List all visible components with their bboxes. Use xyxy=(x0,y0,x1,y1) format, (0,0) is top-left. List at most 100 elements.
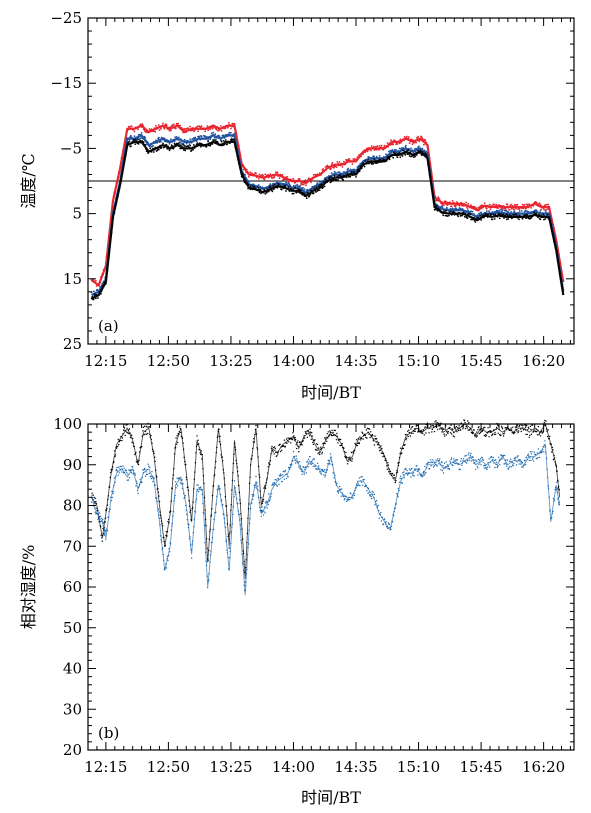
data-point xyxy=(428,173,431,176)
data-point xyxy=(369,147,372,150)
data-point xyxy=(227,534,230,536)
data-point xyxy=(415,468,417,470)
data-point xyxy=(521,424,523,426)
data-point xyxy=(107,259,109,262)
data-point xyxy=(152,476,155,479)
data-point xyxy=(132,442,134,444)
data-point xyxy=(146,150,149,153)
data-point xyxy=(189,536,191,538)
data-point xyxy=(505,463,507,465)
data-point xyxy=(498,212,500,215)
data-point xyxy=(540,208,542,211)
data-point xyxy=(535,454,537,456)
data-point xyxy=(146,469,148,471)
data-point xyxy=(524,463,527,466)
data-point xyxy=(174,446,177,448)
data-point xyxy=(265,191,268,194)
data-point xyxy=(548,217,551,220)
data-point xyxy=(304,431,306,433)
data-point xyxy=(403,477,406,479)
data-point xyxy=(460,460,462,462)
data-point xyxy=(516,461,518,463)
data-point xyxy=(192,501,194,503)
data-point xyxy=(516,456,519,458)
data-point xyxy=(311,432,313,434)
y-tick-label: 70 xyxy=(63,537,82,555)
data-point xyxy=(105,529,108,531)
x-tick-label: 15:45 xyxy=(459,352,502,370)
data-point xyxy=(193,147,196,150)
data-point xyxy=(451,200,454,202)
data-point xyxy=(353,492,355,494)
data-point xyxy=(494,433,497,435)
data-point xyxy=(147,131,150,134)
data-point xyxy=(285,473,287,476)
data-point xyxy=(292,189,294,192)
data-point xyxy=(232,135,235,138)
data-point xyxy=(229,134,232,137)
data-point xyxy=(199,488,201,490)
data-point xyxy=(200,453,202,456)
data-point xyxy=(155,469,157,471)
data-point xyxy=(531,458,534,460)
data-point xyxy=(414,150,417,153)
data-point xyxy=(194,511,197,513)
data-point xyxy=(323,447,325,449)
data-point xyxy=(494,466,496,469)
data-point xyxy=(204,518,207,521)
data-point xyxy=(426,151,429,154)
data-point xyxy=(523,204,526,206)
data-point xyxy=(324,442,326,445)
data-point xyxy=(538,452,540,455)
data-point xyxy=(209,138,212,141)
data-point xyxy=(130,434,133,436)
data-point xyxy=(400,475,402,477)
data-point xyxy=(502,456,504,458)
data-point xyxy=(331,161,334,164)
data-point xyxy=(162,547,164,549)
data-point xyxy=(186,478,188,481)
data-point xyxy=(385,459,387,462)
data-point xyxy=(178,433,180,436)
data-point xyxy=(227,535,229,538)
data-point xyxy=(217,430,220,432)
data-point xyxy=(418,469,421,471)
data-point xyxy=(551,451,553,453)
data-point xyxy=(385,458,387,460)
data-point xyxy=(492,213,495,216)
data-point xyxy=(103,525,105,527)
data-point xyxy=(407,430,409,432)
data-point xyxy=(130,134,132,137)
data-point xyxy=(121,439,123,442)
data-point xyxy=(423,471,425,473)
data-point xyxy=(505,218,508,221)
data-point xyxy=(456,459,459,461)
data-point xyxy=(389,527,392,529)
data-point xyxy=(373,444,376,446)
data-point xyxy=(397,496,399,498)
data-point xyxy=(302,183,305,186)
data-point xyxy=(351,494,354,496)
data-point xyxy=(310,181,312,184)
data-point xyxy=(125,469,127,472)
data-point xyxy=(174,481,177,483)
data-point xyxy=(479,431,482,434)
data-point xyxy=(240,161,243,164)
data-point xyxy=(152,480,154,483)
data-point xyxy=(513,211,516,214)
data-point xyxy=(185,140,187,143)
data-point xyxy=(218,129,221,132)
data-point xyxy=(128,428,131,430)
data-point xyxy=(544,440,546,442)
data-point xyxy=(490,213,492,215)
data-point xyxy=(162,142,164,145)
data-point xyxy=(297,462,299,464)
data-point xyxy=(361,151,364,154)
data-point xyxy=(474,462,476,464)
data-point xyxy=(232,506,235,508)
data-point xyxy=(119,439,122,442)
data-point xyxy=(124,138,127,140)
data-point xyxy=(140,137,142,140)
data-point xyxy=(182,131,185,134)
